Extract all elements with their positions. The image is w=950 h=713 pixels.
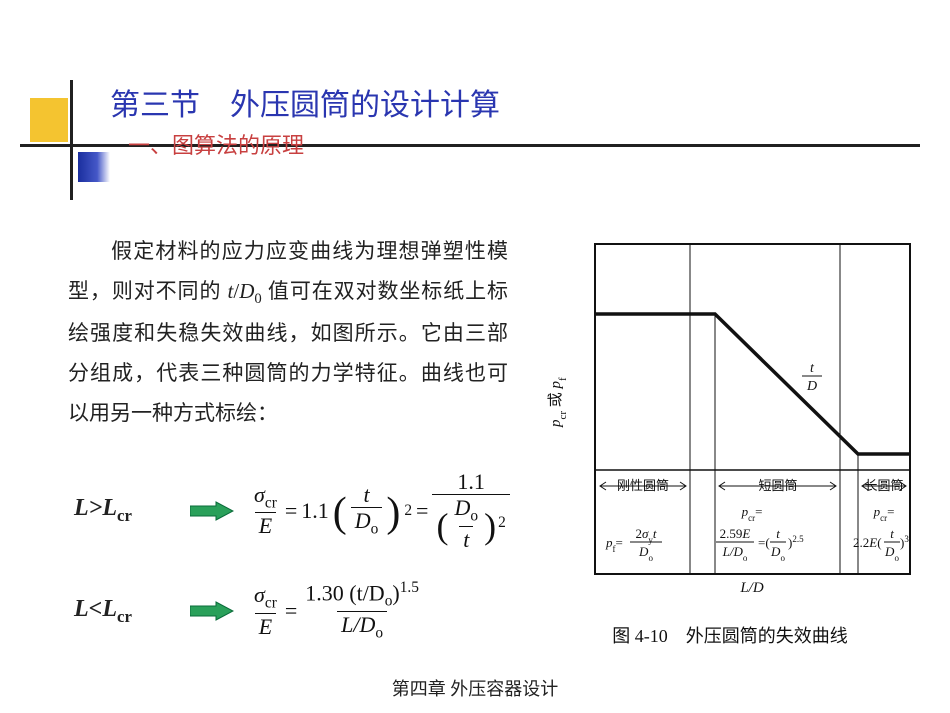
failure-curve-svg: pcr 或 pf L/D t D [540,232,920,612]
ratio-sub: 0 [254,291,261,307]
svg-text:D: D [806,379,817,394]
eq2-condition: L<Lcr [74,596,174,627]
svg-text:刚性圆筒: 刚性圆筒 [617,478,669,493]
svg-text:)3: )3 [900,534,909,550]
arrow-icon [190,501,234,521]
eq1-formula: σcr E = 1.1 ( t Do )2 = 1.1 ( Do t )2 [250,470,510,552]
equation-1-row: L>Lcr σcr E = 1.1 ( t Do )2 = 1.1 ( Do t [74,470,510,552]
svg-text:pcr 或 pf: pcr 或 pf [547,377,569,428]
svg-text:t: t [810,361,815,376]
svg-text:pcr=: pcr= [873,504,895,523]
svg-text:L/Do: L/Do [722,544,748,563]
svg-text:pcr=: pcr= [741,504,763,523]
svg-text:短圆筒: 短圆筒 [758,478,797,493]
svg-text:2.2E(: 2.2E( [853,535,882,550]
svg-text:Do: Do [884,544,899,563]
svg-text:pf=: pf= [605,535,623,554]
equation-2-row: L<Lcr σcr E = 1.30 (t/Do)1.5 L/Do [74,580,423,642]
svg-text:t: t [890,526,894,541]
eq1-condition: L>Lcr [74,495,174,526]
decor-blue-square [78,152,110,182]
svg-text:长圆筒: 长圆筒 [864,478,903,493]
svg-text:)2.5: )2.5 [788,534,804,550]
page-footer: 第四章 外压容器设计 [0,675,950,701]
section-subtitle: 一、图算法的原理 [128,128,304,160]
svg-text:L/D: L/D [739,580,764,596]
section-title: 第三节 外压圆筒的设计计算 [110,80,500,124]
figure-caption: 图 4-10 外压圆筒的失效曲线 [540,622,920,648]
decor-vline [70,80,73,200]
svg-text:t: t [776,526,780,541]
svg-text:=(: =( [758,535,770,550]
svg-text:Do: Do [770,544,785,563]
body-paragraph: 假定材料的应力应变曲线为理想弹塑性模型，则对不同的 t/D0 值可在双对数坐标纸… [68,232,508,434]
svg-text:2.59E: 2.59E [720,526,751,541]
figure-4-10: pcr 或 pf L/D t D [540,232,920,648]
decor-yellow-square [30,98,68,142]
svg-text:Do: Do [638,544,653,563]
eq2-formula: σcr E = 1.30 (t/Do)1.5 L/Do [250,580,423,642]
arrow-icon [190,601,234,621]
ratio-D: D [239,279,254,303]
